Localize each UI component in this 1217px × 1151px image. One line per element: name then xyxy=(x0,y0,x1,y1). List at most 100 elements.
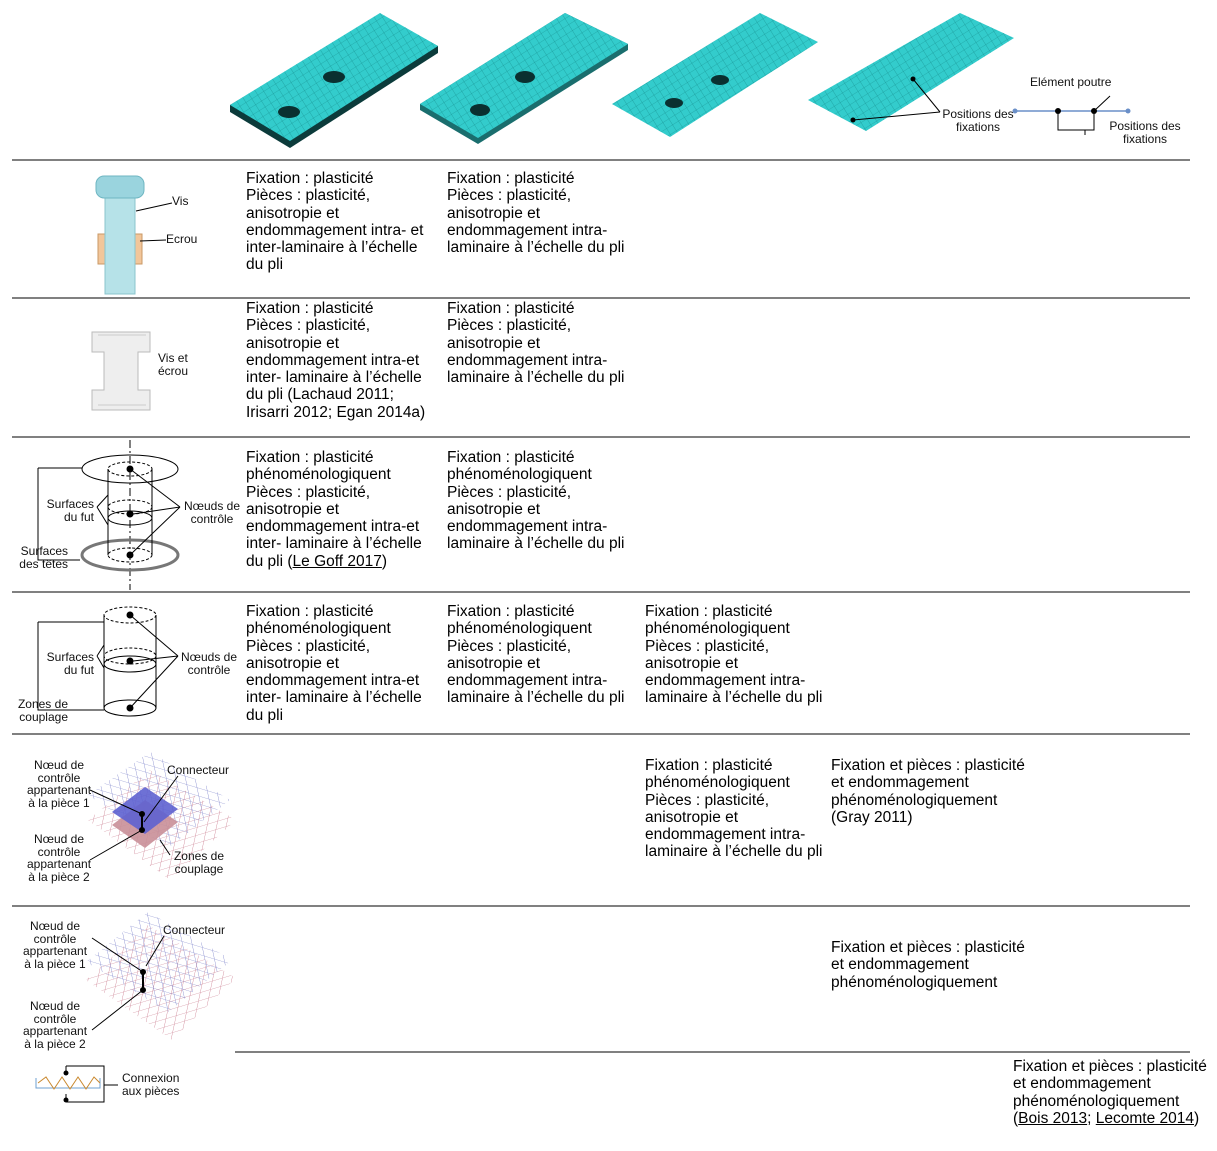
table-cell: Fixation : plasticité phénoménologiquent… xyxy=(246,603,434,724)
table-cell: Fixation : plasticité phénoménologiquent… xyxy=(645,603,830,707)
cell-text: Fixation : plasticité phénoménologiquent xyxy=(447,449,592,484)
cell-paragraph: Pièces : plasticité, anisotropie et endo… xyxy=(645,792,830,861)
cell-text: Pièces : plasticité, anisotropie et endo… xyxy=(246,317,426,421)
cell-text: ; xyxy=(1087,1109,1096,1127)
cell-text: Fixation : plasticité phénoménologiquent xyxy=(645,757,790,792)
table-cell: Fixation : plasticité Pièces : plasticité… xyxy=(447,300,637,386)
diagram-label: Nœuds de contrôle xyxy=(180,650,238,677)
cell-text: Fixation et pièces : plasticité et endom… xyxy=(831,939,1025,991)
bolt-nut-model xyxy=(95,175,173,295)
cell-paragraph: Fixation : plasticité phénoménologiquent xyxy=(246,449,434,484)
beam-label: Positions des fixations xyxy=(1109,119,1181,146)
table-cell: Fixation et pièces : plasticité et endom… xyxy=(831,757,1026,826)
spring-model xyxy=(35,1065,118,1103)
cell-text: Fixation : plasticité xyxy=(447,170,575,187)
cell-paragraph: Fixation : plasticité phénoménologiquent xyxy=(645,757,830,792)
cell-paragraph: Pièces : plasticité, anisotropie et endo… xyxy=(645,638,830,707)
diagram-label: Surfaces des têtes xyxy=(19,544,68,571)
cell-text: Fixation : plasticité phénoménologiquent xyxy=(246,449,391,484)
diagram-label: Zones de couplage xyxy=(17,697,68,724)
cell-text: Pièces : plasticité, anisotropie et endo… xyxy=(447,317,625,387)
connector-model-beam xyxy=(86,912,236,1040)
diagram-label: Connecteur xyxy=(167,763,230,777)
connector-model-plates xyxy=(88,752,236,880)
cell-text: Pièces : plasticité, anisotropie et endo… xyxy=(246,187,424,274)
plate-model-1 xyxy=(230,13,438,148)
cell-text: Fixation et pièces : plasticité et endom… xyxy=(1013,1058,1207,1127)
diagram-label: Connecteur xyxy=(163,923,226,937)
table-cell: Fixation : plasticité phénoménologiquent… xyxy=(447,449,637,553)
cell-paragraph: Fixation : plasticité phénoménologiquent xyxy=(645,603,830,638)
table-cell: Fixation et pièces : plasticité et endom… xyxy=(1013,1058,1217,1127)
table-cell: Fixation et pièces : plasticité et endom… xyxy=(831,939,1026,991)
diagram-label: Nœud de contrôle appartenant à la pièce … xyxy=(26,832,92,884)
bolt-solid-model xyxy=(91,331,151,411)
row-rules xyxy=(12,159,1190,1053)
cell-text: Pièces : plasticité, anisotropie et endo… xyxy=(645,637,823,707)
cell-text: Pièces : plasticité, anisotropie et endo… xyxy=(447,483,625,553)
cell-paragraph: Fixation : plasticité xyxy=(246,300,434,317)
diagram-label: Nœuds de contrôle xyxy=(183,499,241,526)
plate-model-3 xyxy=(612,13,818,137)
plate-model-2 xyxy=(420,13,628,144)
cell-paragraph: Fixation : plasticité xyxy=(447,170,637,187)
cell-text: Pièces : plasticité, anisotropie et endo… xyxy=(447,637,625,707)
cell-paragraph: Pièces : plasticité, anisotropie et endo… xyxy=(246,638,434,724)
citation-link[interactable]: Lecomte 2014 xyxy=(1095,1109,1194,1127)
cell-text: Pièces : plasticité, anisotropie et endo… xyxy=(447,187,625,257)
diagram-label: Ecrou xyxy=(166,232,198,246)
diagram-label: Zones de couplage xyxy=(173,849,225,876)
cell-text: Fixation : plasticité xyxy=(246,300,374,317)
table-cell: Fixation : plasticité Pièces : plasticité… xyxy=(447,170,637,256)
cell-text: Fixation et pièces : plasticité et endom… xyxy=(831,757,1025,826)
cell-paragraph: Fixation : plasticité phénoménologiquent xyxy=(447,603,637,638)
table-cell: Fixation : plasticité Pièces : plasticité… xyxy=(246,170,434,274)
diagram-label: Vis xyxy=(172,194,189,208)
cell-paragraph: Pièces : plasticité, anisotropie et endo… xyxy=(447,317,637,386)
diagram-label: Connexion aux pièces xyxy=(122,1071,180,1098)
beam-label: Elément poutre xyxy=(1030,75,1112,89)
diagram-label: Surfaces du fut xyxy=(46,650,94,677)
cell-paragraph: Fixation : plasticité xyxy=(246,170,434,187)
beam-model xyxy=(1012,95,1131,135)
cell-text: ) xyxy=(1194,1109,1200,1127)
cell-text: Pièces : plasticité, anisotropie et endo… xyxy=(645,791,823,861)
cell-text: Fixation : plasticité xyxy=(246,170,374,187)
plate-label: Positions des fixations xyxy=(942,107,1014,134)
cell-text: Pièces : plasticité, anisotropie et endo… xyxy=(246,637,422,724)
diagram-label: Nœud de contrôle appartenant à la pièce … xyxy=(22,919,88,971)
cell-paragraph: Pièces : plasticité, anisotropie et endo… xyxy=(447,187,637,256)
diagram-label: Vis et écrou xyxy=(158,351,189,378)
table-cell: Fixation : plasticité phénoménologiquent… xyxy=(645,757,830,861)
cell-paragraph: Fixation : plasticité phénoménologiquent xyxy=(447,449,637,484)
table-cell: Fixation : plasticité Pièces : plasticité… xyxy=(246,300,434,421)
cell-paragraph: Pièces : plasticité, anisotropie et endo… xyxy=(447,484,637,553)
cell-paragraph: Pièces : plasticité, anisotropie et endo… xyxy=(246,484,434,570)
cell-paragraph: Pièces : plasticité, anisotropie et endo… xyxy=(246,317,434,421)
cell-text: Fixation : plasticité phénoménologiquent xyxy=(447,603,592,638)
cell-paragraph: Fixation : plasticité phénoménologiquent xyxy=(246,603,434,638)
diagram-label: Nœud de contrôle appartenant à la pièce … xyxy=(22,999,88,1051)
citation-link[interactable]: Bois 2013 xyxy=(1018,1109,1088,1127)
table-cell: Fixation : plasticité phénoménologiquent… xyxy=(447,603,637,707)
table-cell: Fixation : plasticité phénoménologiquent… xyxy=(246,449,434,570)
cell-paragraph: Fixation et pièces : plasticité et endom… xyxy=(831,757,1026,826)
cell-paragraph: Fixation et pièces : plasticité et endom… xyxy=(831,939,1026,991)
cell-paragraph: Fixation : plasticité xyxy=(447,300,637,317)
connector-model-coupling xyxy=(37,606,179,717)
citation-link[interactable]: Le Goff 2017 xyxy=(292,552,382,570)
cell-paragraph: Pièces : plasticité, anisotropie et endo… xyxy=(447,638,637,707)
diagram-label: Nœud de contrôle appartenant à la pièce … xyxy=(26,758,92,810)
diagram-label: Surfaces du fut xyxy=(46,497,94,524)
cell-text: ) xyxy=(381,552,388,570)
cell-text: Fixation : plasticité phénoménologiquent xyxy=(246,603,391,638)
cell-text: Fixation : plasticité xyxy=(447,300,575,317)
plate-model-4 xyxy=(808,13,1014,131)
cell-paragraph: Pièces : plasticité, anisotropie et endo… xyxy=(246,187,434,273)
cell-paragraph: Fixation et pièces : plasticité et endom… xyxy=(1013,1058,1217,1127)
cell-text: Fixation : plasticité phénoménologiquent xyxy=(645,603,790,638)
connector-model-heads xyxy=(37,440,181,590)
cell-text: Pièces : plasticité, anisotropie et endo… xyxy=(246,483,422,570)
